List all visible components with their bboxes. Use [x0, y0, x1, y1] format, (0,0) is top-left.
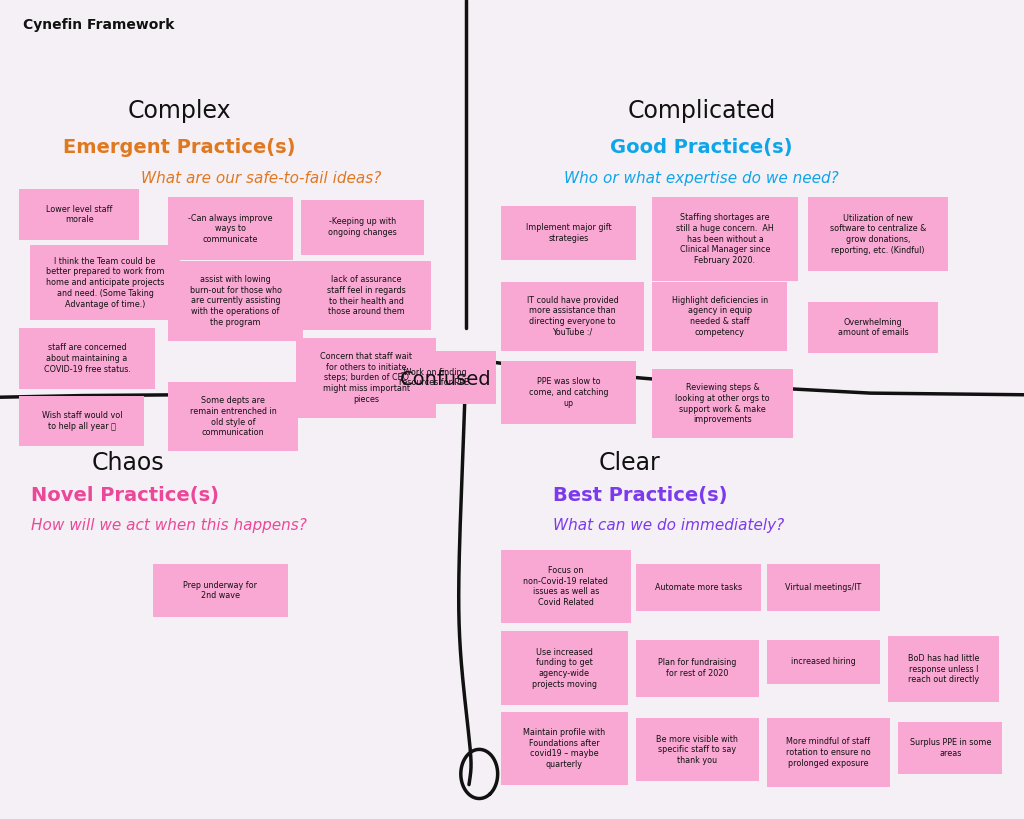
FancyBboxPatch shape [301, 261, 431, 330]
Text: Overwhelming
amount of emails: Overwhelming amount of emails [838, 318, 908, 337]
Text: IT could have provided
more assistance than
directing everyone to
YouTube :/: IT could have provided more assistance t… [526, 296, 618, 337]
FancyBboxPatch shape [296, 338, 436, 418]
FancyBboxPatch shape [501, 282, 644, 351]
FancyBboxPatch shape [30, 245, 180, 320]
FancyBboxPatch shape [168, 261, 303, 341]
Text: Be more visible with
specific staff to say
thank you: Be more visible with specific staff to s… [656, 735, 738, 765]
Text: assist with lowing
burn-out for those who
are currently assisting
with the opera: assist with lowing burn-out for those wh… [189, 275, 282, 327]
FancyBboxPatch shape [501, 631, 628, 705]
Text: Utilization of new
software to centralize &
grow donations,
reporting, etc. (Kin: Utilization of new software to centraliz… [829, 214, 927, 255]
Text: Chaos: Chaos [92, 450, 164, 475]
Text: Concern that staff wait
for others to initiate
steps; burden of CEO
might miss i: Concern that staff wait for others to in… [321, 352, 412, 404]
Text: Surplus PPE in some
areas: Surplus PPE in some areas [909, 738, 991, 758]
Text: lack of assurance
staff feel in regards
to their health and
those around them: lack of assurance staff feel in regards … [327, 275, 406, 316]
Text: I think the Team could be
better prepared to work from
home and anticipate proje: I think the Team could be better prepare… [46, 256, 164, 309]
FancyBboxPatch shape [652, 197, 798, 281]
FancyBboxPatch shape [636, 640, 759, 697]
Text: Lower level staff
morale: Lower level staff morale [46, 205, 113, 224]
Text: Staffing shortages are
still a huge concern.  AH
has been without a
Clinical Man: Staffing shortages are still a huge conc… [676, 213, 774, 265]
Text: -Can always improve
ways to
communicate: -Can always improve ways to communicate [188, 214, 272, 244]
Text: Use increased
funding to get
agency-wide
projects moving: Use increased funding to get agency-wide… [531, 648, 597, 689]
FancyBboxPatch shape [19, 189, 139, 240]
Text: increased hiring: increased hiring [791, 658, 856, 666]
Text: Complicated: Complicated [628, 98, 775, 123]
Text: Some depts are
remain entrenched in
old style of
communication: Some depts are remain entrenched in old … [189, 396, 276, 437]
Text: What can we do immediately?: What can we do immediately? [553, 518, 784, 533]
Text: Prep underway for
2nd wave: Prep underway for 2nd wave [183, 581, 257, 600]
Text: More mindful of staff
rotation to ensure no
prolonged exposure: More mindful of staff rotation to ensure… [786, 737, 870, 768]
Text: Complex: Complex [127, 98, 231, 123]
FancyBboxPatch shape [501, 550, 631, 623]
Text: Clear: Clear [599, 450, 660, 475]
FancyBboxPatch shape [898, 722, 1002, 774]
FancyBboxPatch shape [19, 396, 144, 446]
Text: Maintain profile with
Foundations after
covid19 – maybe
quarterly: Maintain profile with Foundations after … [523, 728, 605, 769]
Text: Good Practice(s): Good Practice(s) [610, 138, 793, 157]
Text: Who or what expertise do we need?: Who or what expertise do we need? [564, 171, 839, 186]
FancyBboxPatch shape [636, 564, 761, 611]
FancyBboxPatch shape [767, 564, 880, 611]
Text: Emergent Practice(s): Emergent Practice(s) [62, 138, 296, 157]
FancyBboxPatch shape [767, 640, 880, 684]
FancyBboxPatch shape [652, 282, 787, 351]
Text: staff are concerned
about maintaining a
COVID-19 free status.: staff are concerned about maintaining a … [44, 343, 130, 374]
Text: Highlight deficiencies in
agency in equip
needed & staff
competency: Highlight deficiencies in agency in equi… [672, 296, 768, 337]
FancyBboxPatch shape [501, 361, 636, 424]
FancyBboxPatch shape [373, 351, 496, 404]
FancyBboxPatch shape [19, 328, 155, 389]
FancyBboxPatch shape [153, 564, 288, 617]
FancyBboxPatch shape [301, 200, 424, 255]
Text: Reviewing steps &
looking at other orgs to
support work & make
improvements: Reviewing steps & looking at other orgs … [675, 383, 770, 424]
Text: Cynefin Framework: Cynefin Framework [23, 18, 174, 32]
Text: PPE was slow to
come, and catching
up: PPE was slow to come, and catching up [528, 378, 608, 408]
FancyBboxPatch shape [501, 712, 628, 785]
Text: Wish staff would vol
to help all year 🙂: Wish staff would vol to help all year 🙂 [42, 411, 122, 431]
Text: What are our safe-to-fail ideas?: What are our safe-to-fail ideas? [141, 171, 381, 186]
Text: Virtual meetings/IT: Virtual meetings/IT [785, 583, 861, 592]
Text: Automate more tasks: Automate more tasks [654, 583, 742, 592]
Text: How will we act when this happens?: How will we act when this happens? [31, 518, 306, 533]
FancyBboxPatch shape [501, 206, 636, 260]
Text: Plan for fundraising
for rest of 2020: Plan for fundraising for rest of 2020 [658, 658, 736, 678]
Text: -Keeping up with
ongoing changes: -Keeping up with ongoing changes [328, 217, 397, 238]
Text: Novel Practice(s): Novel Practice(s) [31, 486, 219, 505]
FancyBboxPatch shape [808, 302, 938, 353]
FancyBboxPatch shape [636, 718, 759, 781]
Text: Confused: Confused [399, 369, 492, 389]
FancyBboxPatch shape [808, 197, 948, 271]
FancyBboxPatch shape [767, 718, 890, 787]
FancyBboxPatch shape [652, 369, 793, 438]
Text: -Work on finding
resources for PPE: -Work on finding resources for PPE [399, 368, 469, 387]
Text: Best Practice(s): Best Practice(s) [553, 486, 727, 505]
Text: BoD has had little
response unless I
reach out directly: BoD has had little response unless I rea… [908, 654, 979, 685]
Text: Focus on
non-Covid-19 related
issues as well as
Covid Related: Focus on non-Covid-19 related issues as … [523, 566, 608, 607]
FancyBboxPatch shape [168, 197, 293, 260]
FancyBboxPatch shape [168, 382, 298, 451]
FancyBboxPatch shape [888, 636, 999, 702]
Text: Implement major gift
strategies: Implement major gift strategies [525, 223, 611, 243]
